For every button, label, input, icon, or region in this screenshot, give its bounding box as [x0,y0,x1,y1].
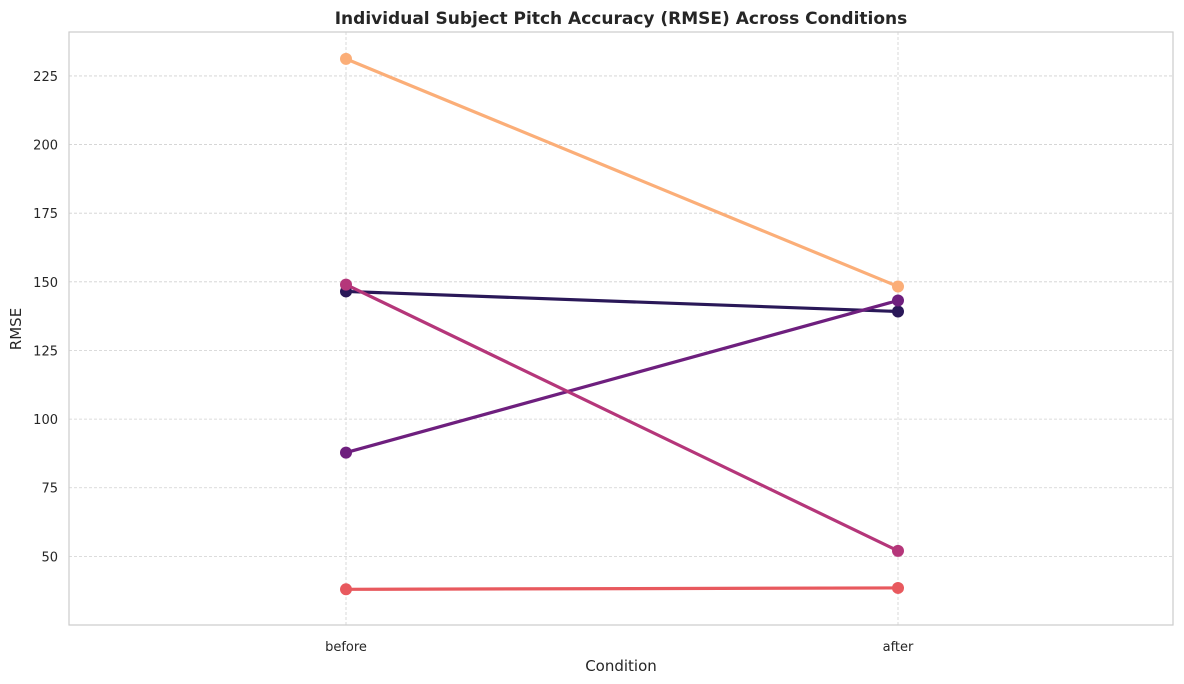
x-tick-label: before [325,640,367,655]
data-point [340,278,352,291]
data-point [892,294,904,307]
series-5 [340,52,904,293]
series-line [344,282,900,553]
y-tick-label: 150 [33,276,58,291]
series-3 [340,278,904,557]
y-tick-label: 50 [41,550,58,565]
series-4 [340,581,904,596]
data-point [892,581,904,594]
y-tick-label: 100 [33,413,58,428]
y-tick-label: 200 [33,139,58,154]
data-point [340,446,352,459]
x-tick-label: after [883,640,914,655]
grid-layer [69,32,1173,625]
tick-layer: 50 75 100 125 150 175 200 225 before after [33,70,914,655]
data-point [340,583,352,596]
series-line [344,298,900,455]
series-2 [340,294,904,459]
y-tick-label: 225 [33,70,58,85]
y-tick-label: 125 [33,344,58,359]
plot-frame [68,31,1174,626]
chart-title: Individual Subject Pitch Accuracy (RMSE)… [335,9,908,29]
y-axis-label: RMSE [7,308,25,350]
series-1 [340,285,904,318]
series-line [344,586,900,591]
data-point [892,544,904,557]
series-line [344,289,900,314]
data-point [892,280,904,293]
data-point [892,305,904,318]
x-axis-label: Condition [585,657,657,675]
series-layer [340,52,904,596]
data-point [340,52,352,65]
series-line [344,57,900,289]
y-tick-label: 75 [41,482,58,497]
y-tick-label: 175 [33,207,58,222]
